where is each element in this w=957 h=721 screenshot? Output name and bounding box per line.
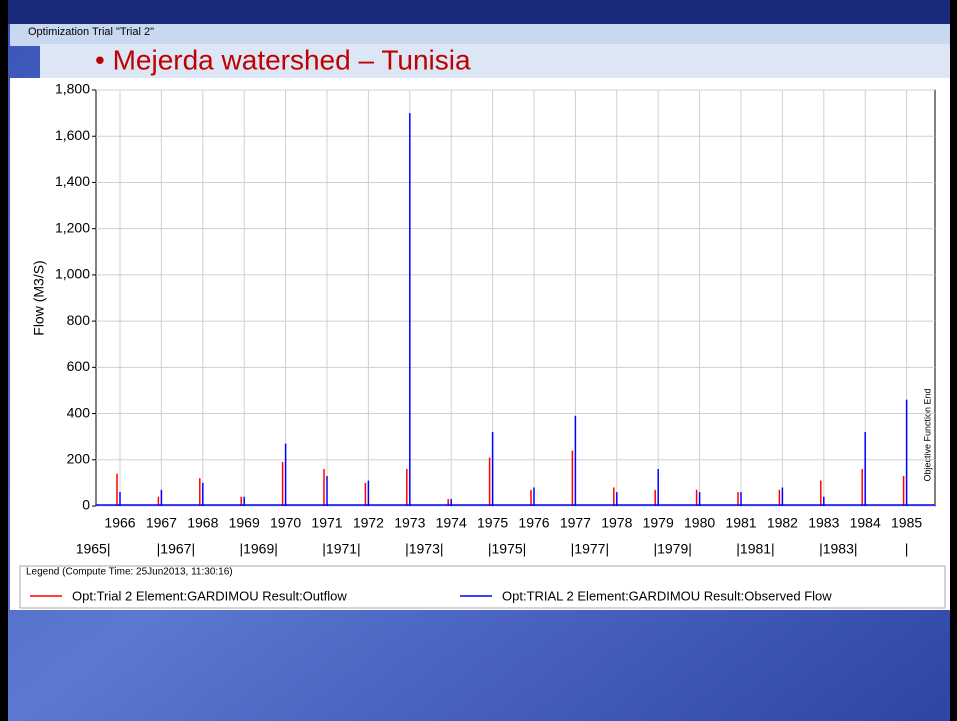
window-title-bar: [10, 24, 950, 46]
y-tick-label: 400: [67, 404, 91, 420]
legend-label: Opt:Trial 2 Element:GARDIMOU Result:Outf…: [72, 588, 347, 603]
y-tick-label: 1,200: [55, 219, 90, 235]
window-title: Optimization Trial "Trial 2": [28, 26, 154, 38]
x2-tick-label: 1965|: [76, 541, 111, 557]
y-tick-label: 600: [67, 358, 91, 374]
y-tick-label: 1,800: [55, 81, 90, 97]
top-band: [8, 0, 950, 24]
x-tick-label: 1985: [891, 515, 922, 531]
x-tick-label: 1973: [394, 515, 425, 531]
x2-tick-label: |1967|: [157, 541, 195, 557]
x-tick-label: 1976: [518, 515, 549, 531]
x-tick-label: 1971: [311, 515, 342, 531]
x-tick-label: 1977: [560, 515, 591, 531]
x-tick-label: 1980: [684, 515, 715, 531]
x-tick-label: 1983: [808, 515, 839, 531]
x2-tick-label: |1975|: [488, 541, 526, 557]
y-tick-label: 1,600: [55, 127, 90, 143]
y-axis-label: Flow (M3/S): [31, 260, 47, 335]
slide-title: • Mejerda watershed – Tunisia: [95, 44, 471, 75]
x-tick-label: 1968: [187, 515, 218, 531]
x-tick-label: 1982: [767, 515, 798, 531]
x2-tick-label: |1977|: [571, 541, 609, 557]
title-banner: [40, 44, 950, 78]
y-tick-label: 0: [82, 497, 90, 513]
x-tick-label: 1975: [477, 515, 508, 531]
legend-box: [19, 565, 946, 609]
x-tick-label: 1984: [850, 515, 881, 531]
annotation: Objective Function End: [922, 388, 932, 481]
x2-tick-label: |: [905, 541, 909, 557]
x2-tick-label: |1981|: [736, 541, 774, 557]
x-tick-label: 1974: [436, 515, 467, 531]
x-tick-label: 1978: [601, 515, 632, 531]
x2-tick-label: |1983|: [819, 541, 857, 557]
legend-title: Legend (Compute Time: 25Jun2013, 11:30:1…: [26, 567, 233, 578]
x-tick-label: 1967: [146, 515, 177, 531]
x2-tick-label: |1979|: [653, 541, 691, 557]
x-tick-label: 1966: [104, 515, 135, 531]
x-tick-label: 1969: [229, 515, 260, 531]
x2-tick-label: |1969|: [239, 541, 277, 557]
x-tick-label: 1972: [353, 515, 384, 531]
chart-panel: [10, 78, 950, 610]
legend-label: Opt:TRIAL 2 Element:GARDIMOU Result:Obse…: [502, 588, 832, 603]
x2-tick-label: |1973|: [405, 541, 443, 557]
y-tick-label: 1,000: [55, 266, 90, 282]
x2-tick-label: |1971|: [322, 541, 360, 557]
y-tick-label: 200: [67, 450, 91, 466]
x-tick-label: 1981: [725, 515, 756, 531]
y-tick-label: 1,400: [55, 173, 90, 189]
x-tick-label: 1970: [270, 515, 301, 531]
x-tick-label: 1979: [643, 515, 674, 531]
y-tick-label: 800: [67, 312, 91, 328]
